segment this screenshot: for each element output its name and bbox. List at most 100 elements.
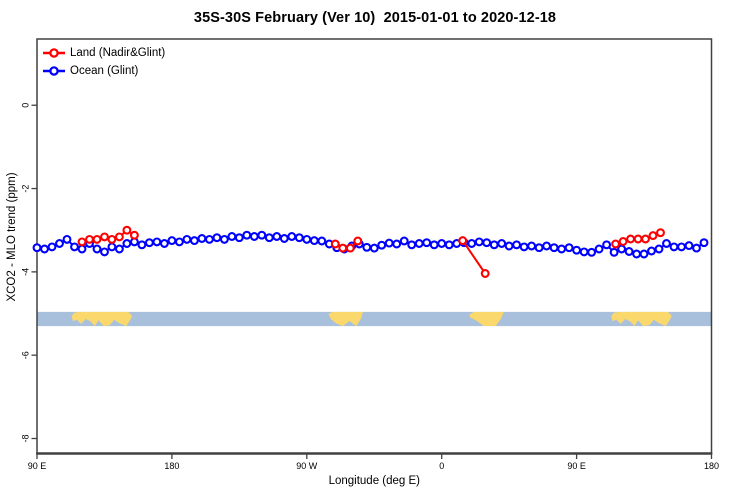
y-tick-label: -6 <box>21 351 31 359</box>
x-tick-label: 180 <box>164 461 179 471</box>
y-axis-label: XCO2 - MLO trend (ppm) <box>6 172 18 301</box>
land-data-point <box>77 237 87 247</box>
land-data-point <box>633 234 643 244</box>
ocean-data-point <box>317 236 327 246</box>
ocean-data-point <box>144 238 154 248</box>
land-data-point <box>641 234 650 244</box>
ocean-data-point <box>122 239 132 248</box>
land-data-point <box>92 234 102 244</box>
ocean-data-point <box>414 239 424 248</box>
x-tick-label: 180 <box>704 461 719 471</box>
ocean-data-point <box>92 244 102 254</box>
ocean-data-point <box>542 241 552 251</box>
land-data-point <box>611 239 621 249</box>
ocean-data-point <box>272 232 282 241</box>
ocean-data-point <box>692 243 701 253</box>
ocean-data-point <box>107 242 117 252</box>
y-tick-label: -4 <box>21 268 31 276</box>
ocean-data-point <box>212 233 222 243</box>
map-band-ocean <box>37 311 712 327</box>
ocean-data-point <box>624 247 634 256</box>
land-data-point <box>618 237 628 246</box>
ocean-data-point <box>100 247 109 257</box>
ocean-data-point <box>564 243 574 253</box>
ocean-data-point <box>572 245 582 255</box>
ocean-data-point <box>467 239 477 248</box>
land-patch-australia-wrap <box>611 311 672 326</box>
land-data-point <box>107 234 117 244</box>
x-tick-label: 90 E <box>28 461 47 471</box>
ocean-data-point <box>497 239 507 248</box>
ocean-data-point <box>602 240 612 250</box>
ocean-data-point <box>377 240 387 250</box>
ocean-data-point <box>159 239 169 248</box>
ocean-data-point <box>287 232 297 241</box>
ocean-data-point <box>182 234 192 244</box>
ocean-data-point <box>167 236 177 246</box>
legend-label: Ocean (Glint) <box>70 65 139 77</box>
land-data-point <box>656 228 665 238</box>
ocean-data-point <box>512 240 522 250</box>
ocean-data-point <box>662 239 671 248</box>
ocean-data-point <box>632 249 642 259</box>
ocean-data-point <box>647 246 656 256</box>
ocean-data-point <box>40 244 49 254</box>
ocean-data-point <box>70 242 79 252</box>
ocean-data-point <box>519 242 529 252</box>
land-data-point <box>100 232 109 242</box>
ocean-data-point <box>174 237 184 247</box>
ocean-data-point <box>309 236 319 246</box>
ocean-data-point <box>137 240 147 250</box>
y-tick-label: -8 <box>21 434 31 442</box>
land-patch-africa <box>469 311 504 326</box>
y-axis: 0 -2 -4 -6 -8 <box>21 103 37 443</box>
ocean-data-point <box>77 244 87 254</box>
x-axis-label: Longitude (deg E) <box>329 475 421 487</box>
ocean-data-point <box>489 240 499 250</box>
y-tick-label: -2 <box>21 185 31 193</box>
ocean-data-point <box>677 242 686 252</box>
ocean-data-point <box>294 233 304 243</box>
x-axis: 90 E 180 90 W 0 90 E 180 <box>28 453 719 471</box>
land-data-point <box>480 269 490 278</box>
ocean-data-point <box>684 241 694 251</box>
land-patch-south-america <box>328 311 363 326</box>
ocean-data-point <box>242 230 252 240</box>
y-tick-label: 0 <box>21 103 31 108</box>
ocean-data-point <box>55 239 64 248</box>
land-data-point <box>330 239 340 249</box>
legend-marker-icon <box>49 48 59 58</box>
ocean-data-point <box>587 247 597 257</box>
x-tick-label: 90 E <box>567 461 586 471</box>
x-tick-label: 0 <box>439 461 444 471</box>
land-data-point <box>345 243 355 253</box>
ocean-data-point <box>437 239 447 248</box>
series-ocean <box>32 230 709 259</box>
land-data-point <box>129 230 139 240</box>
ocean-data-point <box>444 240 454 250</box>
land-data-point <box>626 234 636 244</box>
ocean-data-point <box>474 237 484 247</box>
ocean-data-point <box>557 244 567 254</box>
land-data-point <box>353 236 363 246</box>
ocean-data-point <box>527 241 537 251</box>
ocean-data-point <box>279 234 289 243</box>
ocean-data-point <box>399 236 409 246</box>
land-data-point <box>114 232 124 242</box>
land-data-point <box>648 231 658 241</box>
ocean-data-point <box>594 244 604 254</box>
ocean-data-point <box>204 234 214 244</box>
legend-label: Land (Nadir&Glint) <box>70 47 165 59</box>
ocean-data-point <box>189 236 199 246</box>
map-band <box>37 311 712 327</box>
ocean-data-point <box>62 234 72 244</box>
ocean-data-point <box>504 241 514 251</box>
ocean-data-point <box>32 243 42 253</box>
ocean-data-point <box>257 230 267 240</box>
ocean-data-point <box>579 247 589 257</box>
ocean-data-point <box>152 237 162 247</box>
ocean-data-point <box>699 238 709 248</box>
legend-marker-icon <box>49 66 59 76</box>
ocean-data-point <box>227 232 237 241</box>
